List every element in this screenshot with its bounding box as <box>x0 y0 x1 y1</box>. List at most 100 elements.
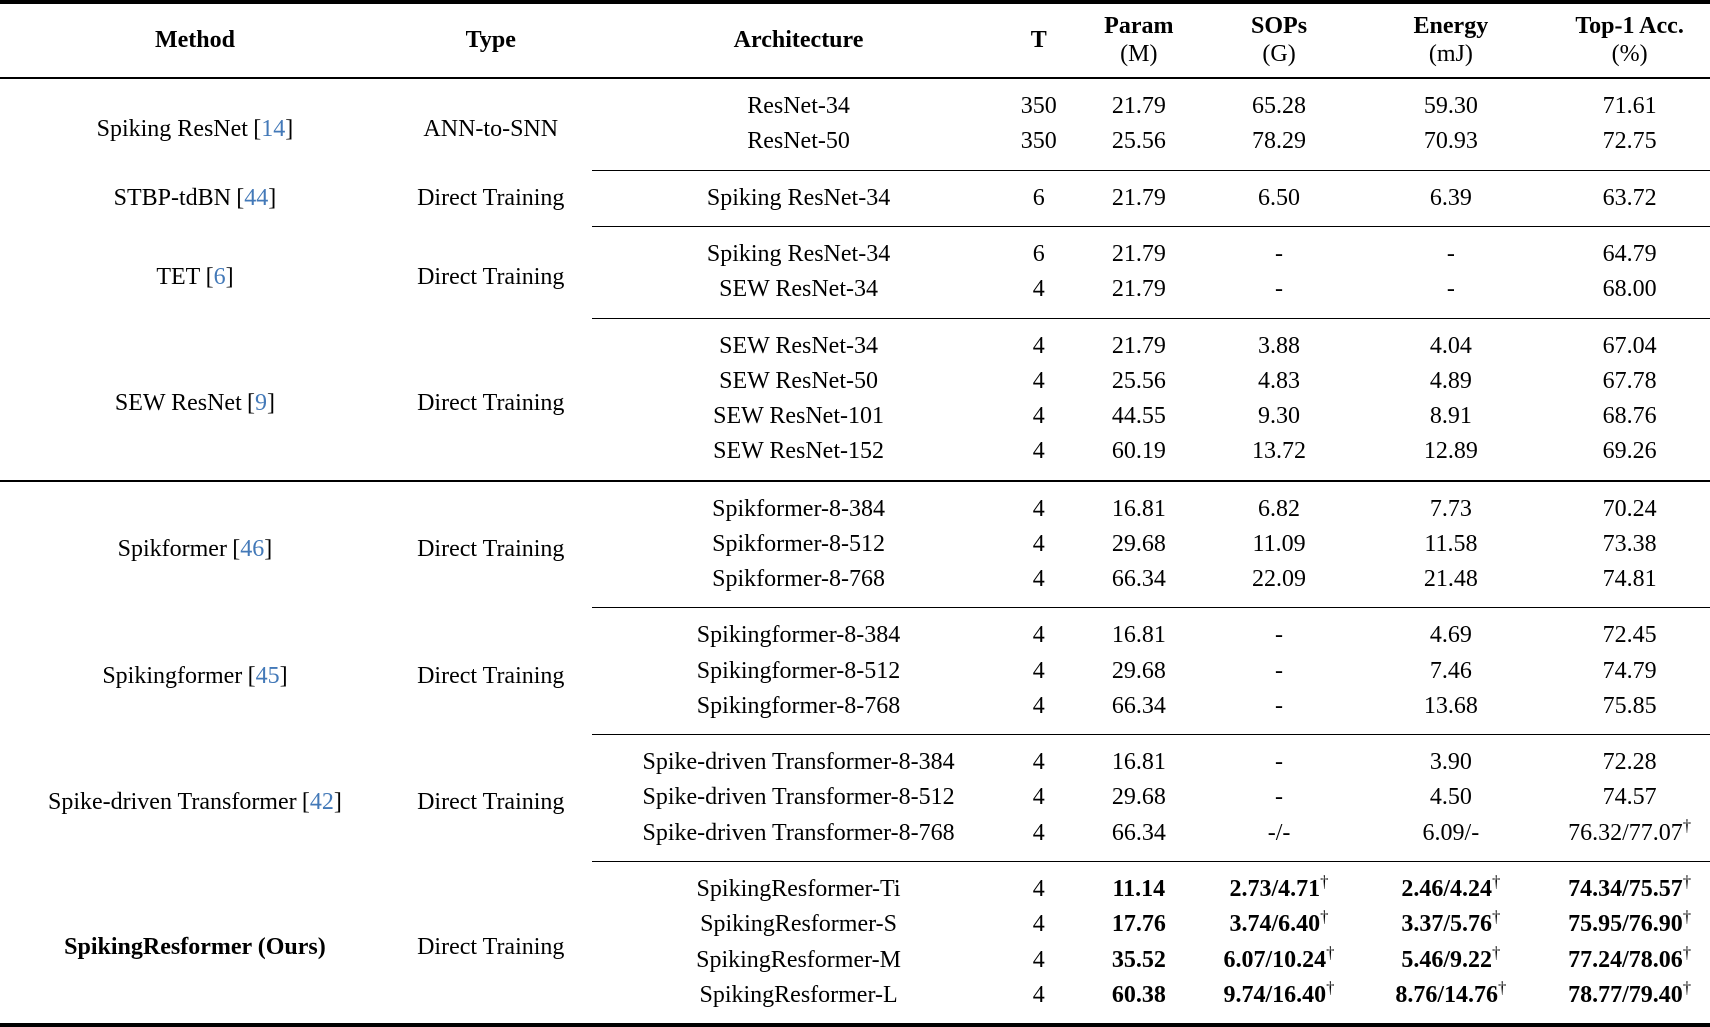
architecture-cell: ResNet-34 <box>747 93 850 120</box>
architecture-cell: Spikformer-8-768 <box>712 566 885 593</box>
col-header-timesteps: T <box>1005 2 1073 80</box>
architecture-cell: SpikingResformer-Ti <box>591 860 1006 908</box>
t-cell: 4 <box>1032 657 1045 684</box>
col-header-param: Param (M) <box>1072 2 1206 80</box>
citation-bracket: ] <box>279 662 288 689</box>
param-cell: 29.68 <box>1111 657 1166 684</box>
acc-cell: 69.26 <box>1602 438 1657 465</box>
architecture-cell: SpikingResformer-M <box>696 946 901 973</box>
architecture-cell: Spikformer-8-512 <box>712 530 885 557</box>
table-row: SEW ResNet-50 4 25.56 4.83 4.89 67.78 <box>0 364 1710 399</box>
citation-link[interactable]: 42 <box>309 789 334 816</box>
acc-cell: 74.34/75.57† <box>1549 860 1710 908</box>
param-cell: 25.56 <box>1111 367 1166 394</box>
sops-cell: - <box>1205 734 1353 781</box>
sops-cell: 9.74/16.40† <box>1223 977 1335 1008</box>
sops-cell: - <box>1275 784 1284 811</box>
dagger-mark: † <box>1682 907 1692 927</box>
param-cell: 21.79 <box>1111 276 1166 303</box>
acc-cell: 74.57 <box>1602 784 1657 811</box>
acc-cell: 67.78 <box>1602 367 1657 394</box>
method-group-sew-resnet: SEW ResNet [9] Direct Training SEW ResNet-3… <box>0 317 1710 481</box>
sops-cell: - <box>1275 692 1284 719</box>
energy-cell: 4.89 <box>1429 367 1472 394</box>
t-cell: 4 <box>1032 911 1045 938</box>
t-cell: 4 <box>1032 276 1045 303</box>
param-cell: 44.55 <box>1111 403 1166 430</box>
param-cell: 60.19 <box>1111 438 1166 465</box>
citation-link[interactable]: 14 <box>261 116 286 143</box>
acc-cell: 74.81 <box>1602 566 1657 593</box>
sops-cell: 2.73/4.71† <box>1205 860 1353 908</box>
t-cell: 4 <box>1032 946 1045 973</box>
energy-cell: 8.91 <box>1429 403 1472 430</box>
citation-link[interactable]: 9 <box>255 390 268 417</box>
energy-cell: 4.69 <box>1352 607 1550 654</box>
type-cell: Direct Training <box>417 933 565 960</box>
param-cell: 21.79 <box>1072 169 1206 227</box>
table-row: TET [6] Direct Training Spiking ResNet-34 6 2… <box>0 225 1710 290</box>
citation-bracket: [ <box>301 789 310 816</box>
table-row: SEW ResNet-152 4 60.19 13.72 12.89 69.26 <box>0 434 1710 480</box>
architecture-cell: SpikingResformer-L <box>699 981 898 1008</box>
energy-cell: 12.89 <box>1423 438 1478 465</box>
citation-bracket: ] <box>285 116 294 143</box>
method-cell: Spiking ResNet [14] <box>0 78 390 170</box>
sops-cell: 11.09 <box>1252 530 1306 557</box>
citation-link[interactable]: 45 <box>255 662 280 689</box>
type-cell: Direct Training <box>389 479 592 608</box>
method-cell: Spikingformer [45] <box>0 608 390 735</box>
energy-cell: 3.37/5.76† <box>1401 907 1501 938</box>
header-row: Method Type Architecture T Param (M) SOPs… <box>0 2 1710 80</box>
table-row: ResNet-50 350 25.56 78.29 70.93 72.75 <box>0 124 1710 170</box>
energy-cell: - <box>1446 276 1455 303</box>
table-row: Spikingformer [45] Direct Training Spikingf… <box>0 607 1710 689</box>
citation-bracket: [ <box>236 184 245 211</box>
citation-bracket: ] <box>225 263 234 290</box>
sops-cell: 78.29 <box>1252 128 1307 155</box>
citation-bracket: ] <box>333 789 342 816</box>
energy-cell: 8.76/14.76† <box>1395 977 1507 1008</box>
dagger-mark: † <box>1320 907 1329 927</box>
architecture-cell: Spikingformer-8-384 <box>591 607 1006 654</box>
method-name: Spikingformer <box>102 662 243 689</box>
t-cell: 4 <box>1005 734 1073 781</box>
method-name: Spiking ResNet <box>96 116 248 143</box>
table-header: Method Type Architecture T Param (M) SOPs… <box>0 2 1710 80</box>
citation-link[interactable]: 6 <box>213 263 226 290</box>
method-name: SpikingResformer (Ours) <box>64 933 326 960</box>
acc-cell: 68.00 <box>1602 276 1657 303</box>
table-row: STBP-tdBN [44] Direct Training Spiking ResN… <box>0 169 1710 227</box>
method-name: TET <box>156 263 201 290</box>
method-cell: Spike-driven Transformer [42] <box>0 735 390 862</box>
param-cell: 66.34 <box>1111 819 1166 846</box>
method-group-spike-driven-transformer: Spike-driven Transformer [42] Direct Train… <box>0 734 1710 862</box>
citation-link[interactable]: 46 <box>240 536 265 563</box>
energy-cell: 11.58 <box>1424 530 1478 557</box>
energy-cell: 7.46 <box>1429 657 1472 684</box>
method-cell: Spikformer [46] <box>0 479 390 608</box>
acc-cell: 77.24/78.06† <box>1568 942 1692 973</box>
param-cell: 17.76 <box>1111 911 1166 938</box>
citation-bracket: [ <box>205 263 214 290</box>
sops-cell: 22.09 <box>1252 566 1307 593</box>
citation-link[interactable]: 44 <box>244 184 269 211</box>
table-row: SpikingResformer-S 4 17.76 3.74/6.40† 3.37/5… <box>0 907 1710 942</box>
col-header-type: Type <box>389 2 592 80</box>
method-name: Spikformer <box>117 536 227 563</box>
sops-cell: 4.83 <box>1258 367 1301 394</box>
table-row: Spikingformer-8-512 4 29.68 - 7.46 74.79 <box>0 654 1710 689</box>
architecture-cell: SEW ResNet-34 <box>719 276 878 303</box>
t-cell: 6 <box>1005 225 1073 273</box>
architecture-cell: SEW ResNet-34 <box>591 317 1006 364</box>
architecture-cell: Spikingformer-8-768 <box>696 692 901 719</box>
energy-cell: 59.30 <box>1423 93 1478 120</box>
acc-cell: 76.32/77.07† <box>1568 815 1692 846</box>
dagger-mark: † <box>1498 977 1507 997</box>
t-cell: 4 <box>1032 566 1045 593</box>
param-cell: 66.34 <box>1111 566 1166 593</box>
table-row: SEW ResNet-101 4 44.55 9.30 8.91 68.76 <box>0 399 1710 434</box>
table-row: Spikingformer-8-768 4 66.34 - 13.68 75.85 <box>0 689 1710 735</box>
energy-cell: 4.50 <box>1429 784 1472 811</box>
